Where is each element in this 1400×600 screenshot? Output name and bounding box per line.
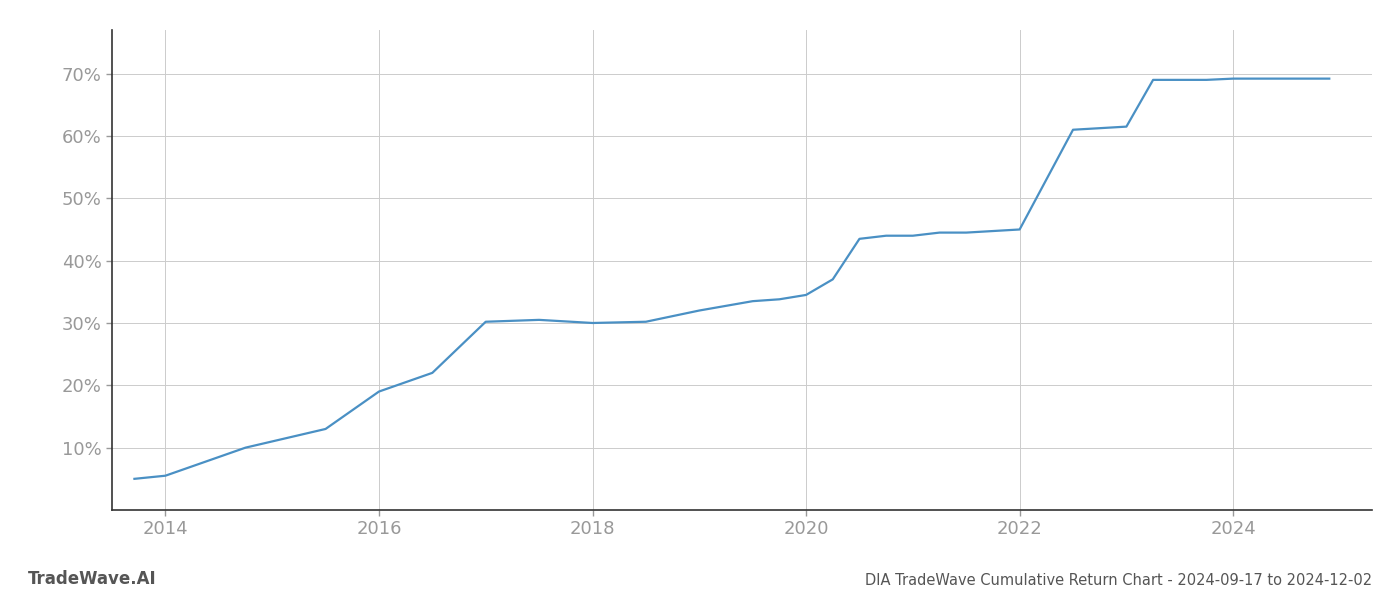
Text: TradeWave.AI: TradeWave.AI (28, 570, 157, 588)
Text: DIA TradeWave Cumulative Return Chart - 2024-09-17 to 2024-12-02: DIA TradeWave Cumulative Return Chart - … (865, 573, 1372, 588)
